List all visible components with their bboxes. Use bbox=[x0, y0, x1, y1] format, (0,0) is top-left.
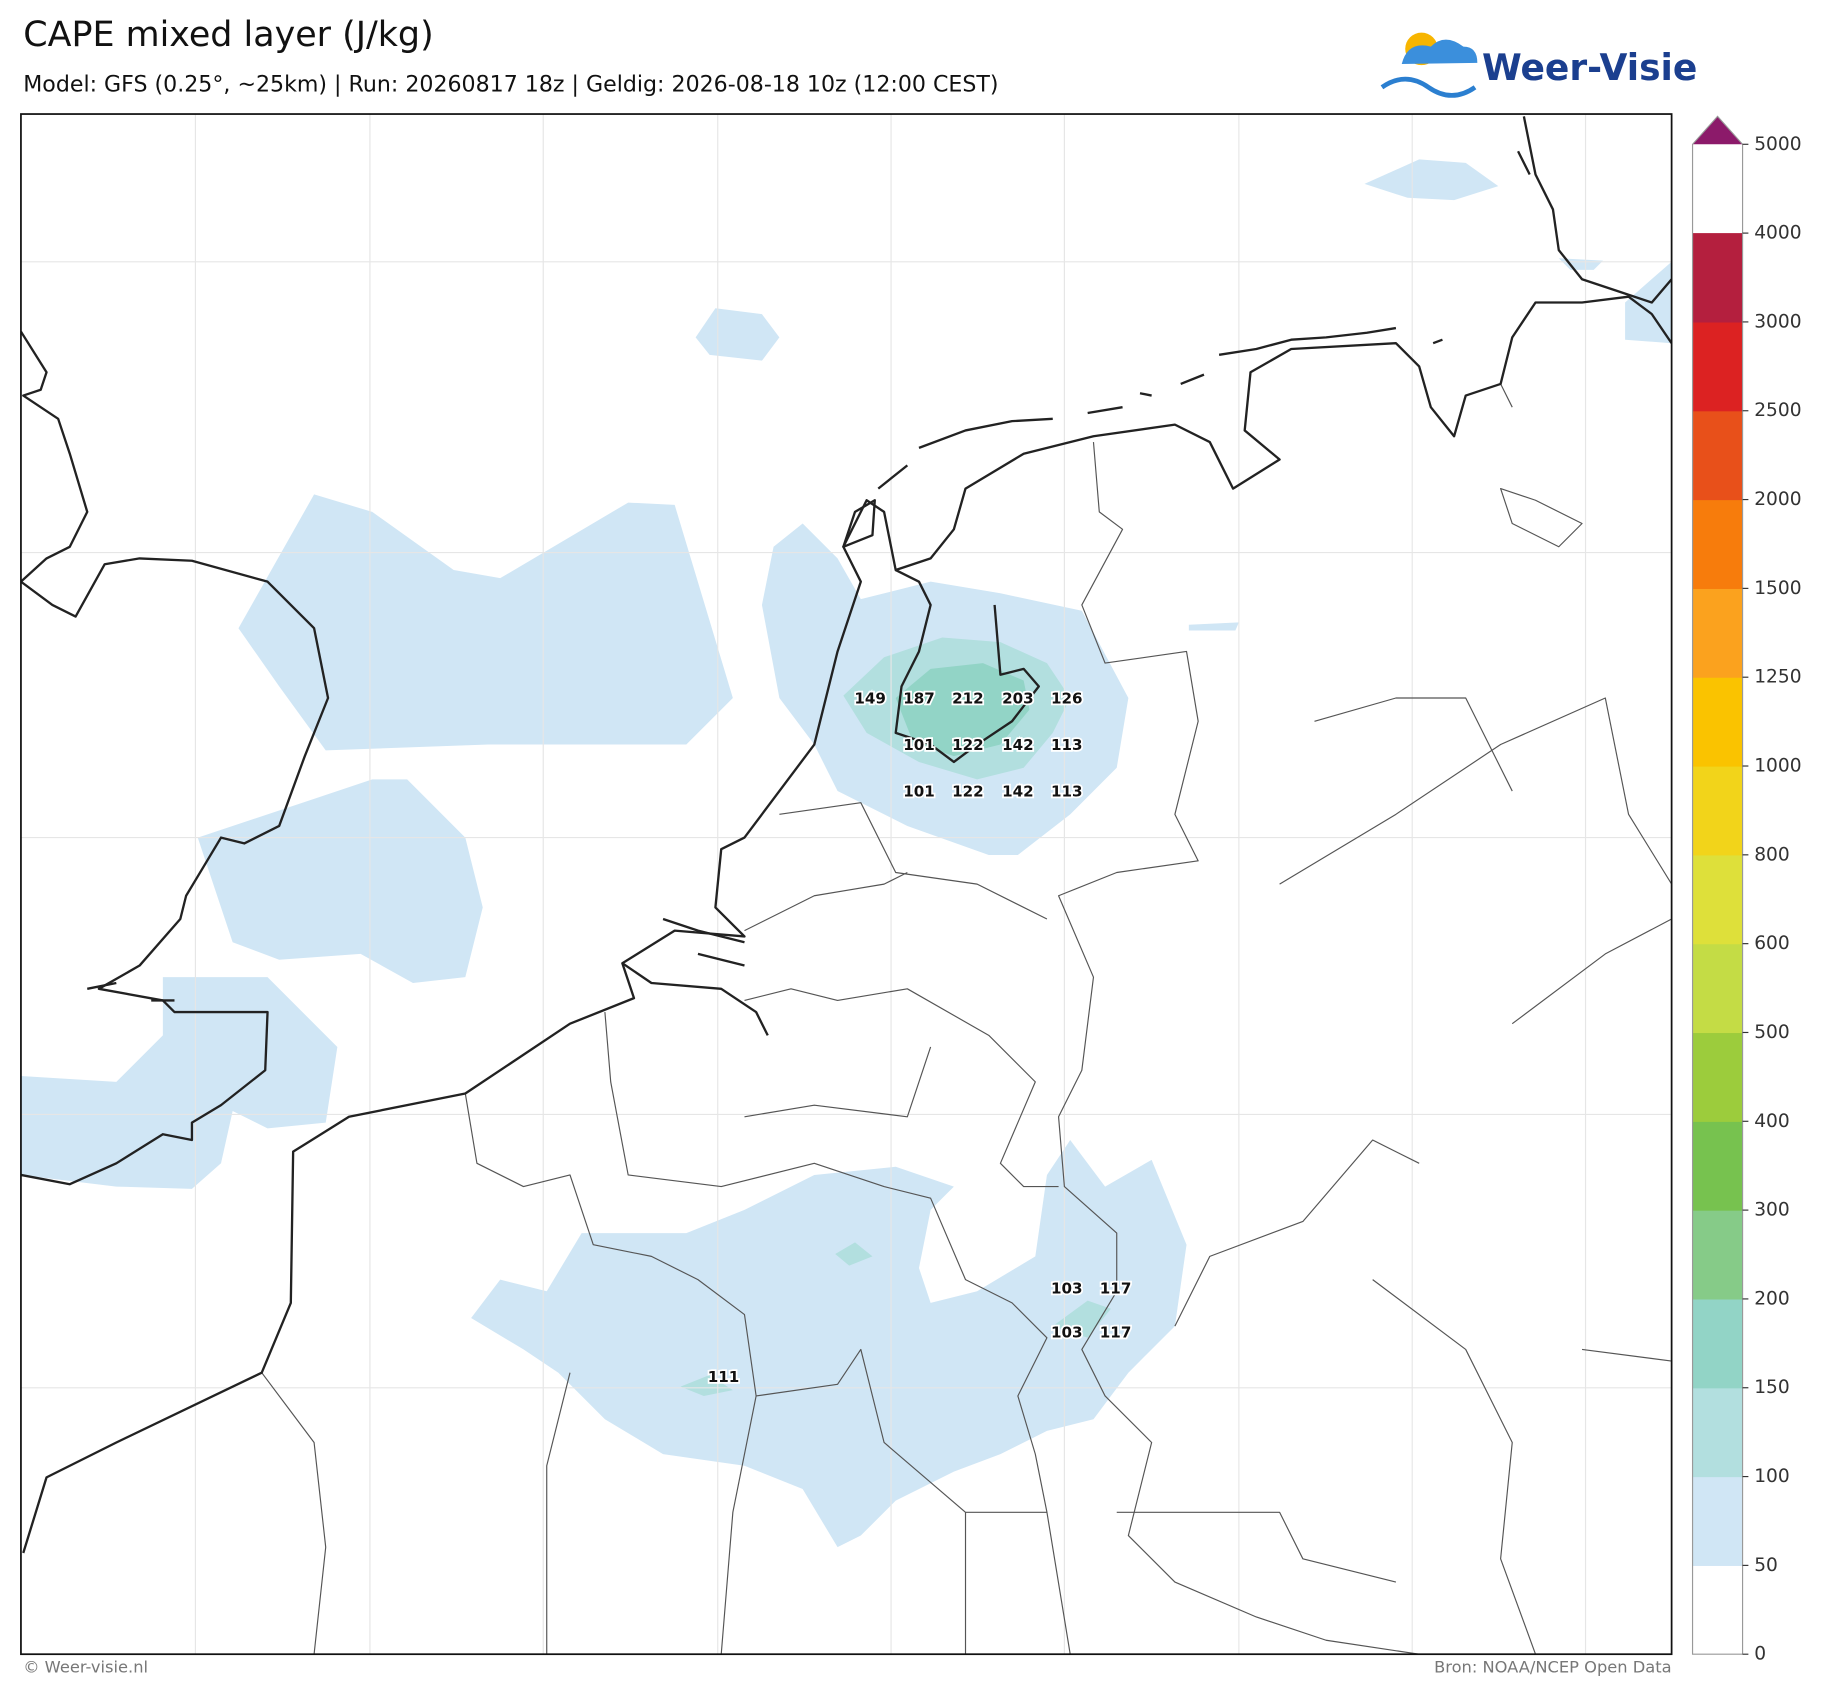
colorbar-segment bbox=[1692, 233, 1743, 323]
value-label: 122 bbox=[952, 783, 984, 801]
value-label: 103 bbox=[1051, 1279, 1083, 1297]
border bbox=[261, 697, 1672, 1655]
value-label: 113 bbox=[1051, 736, 1083, 754]
colorbar-tick-label: 1250 bbox=[1754, 667, 1801, 688]
cape-area bbox=[1188, 622, 1239, 631]
colorbar-segment bbox=[1692, 854, 1743, 945]
colorbar-tick-label: 800 bbox=[1754, 844, 1790, 865]
cape-area bbox=[1364, 159, 1499, 201]
value-label: 142 bbox=[1002, 783, 1034, 801]
subtitle: Model: GFS (0.25°, ~25km) | Run: 2026081… bbox=[23, 71, 998, 97]
map: 149 187 212 203 126 101 122 142 113 101 … bbox=[20, 114, 1672, 1655]
colorbar-tick-label: 2000 bbox=[1754, 489, 1801, 510]
border bbox=[464, 1093, 1048, 1513]
coastline bbox=[22, 295, 1672, 1554]
colorbar-segment bbox=[1692, 321, 1743, 412]
cape-area bbox=[20, 977, 338, 1189]
colorbar-segment bbox=[1692, 1476, 1743, 1566]
colorbar-tick-label: 5000 bbox=[1754, 134, 1801, 155]
colorbar-tick-label: 600 bbox=[1754, 933, 1790, 954]
colorbar-tick-label: 0 bbox=[1754, 1644, 1766, 1665]
border bbox=[604, 802, 1048, 1188]
value-label: 203 bbox=[1002, 690, 1034, 708]
value-labels: 149 187 212 203 126 101 122 142 113 101 … bbox=[706, 688, 1133, 1388]
logo-cloud bbox=[1401, 39, 1478, 65]
colorbar-tick-label: 3000 bbox=[1754, 311, 1801, 332]
cape-area bbox=[471, 1140, 1187, 1548]
colorbar-extend bbox=[1692, 116, 1743, 145]
borders bbox=[261, 383, 1672, 1655]
border bbox=[1116, 383, 1583, 1583]
colorbar-tick-label: 4000 bbox=[1754, 223, 1801, 244]
border bbox=[744, 988, 1059, 1188]
coastline bbox=[842, 326, 1443, 548]
cape-area bbox=[1052, 1300, 1111, 1338]
coastlines bbox=[20, 116, 1672, 1554]
colorbar-segment bbox=[1692, 410, 1743, 501]
coastline bbox=[20, 557, 330, 1186]
colorbar-outline bbox=[1691, 115, 1744, 1655]
value-label: 117 bbox=[1100, 1279, 1132, 1297]
value-label: 113 bbox=[1051, 783, 1083, 801]
colorbar-segment bbox=[1692, 1387, 1743, 1478]
colorbar-segment bbox=[1692, 1032, 1743, 1122]
value-label: 117 bbox=[1100, 1324, 1132, 1342]
value-label: 142 bbox=[1002, 736, 1034, 754]
colorbar-tick-label: 2500 bbox=[1754, 400, 1801, 421]
colorbar-segment bbox=[1692, 766, 1743, 856]
cape-area bbox=[680, 1375, 733, 1396]
colorbar-tick-label: 1000 bbox=[1754, 756, 1801, 777]
value-label: 101 bbox=[903, 736, 935, 754]
logo-text: Weer-Visie bbox=[1482, 47, 1697, 89]
colorbar-tick-label: 1500 bbox=[1754, 578, 1801, 599]
colorbar-segment bbox=[1692, 1121, 1743, 1211]
cape-area bbox=[238, 494, 733, 751]
value-label: 103 bbox=[1051, 1324, 1083, 1342]
copyright: © Weer-visie.nl bbox=[23, 1658, 148, 1677]
value-label: 101 bbox=[903, 783, 935, 801]
colorbar-segment bbox=[1692, 677, 1743, 767]
colorbar-segment bbox=[1692, 1210, 1743, 1300]
graticule bbox=[20, 114, 1672, 1655]
map-frame bbox=[20, 113, 1673, 1656]
colorbar-tick-label: 50 bbox=[1754, 1555, 1778, 1576]
colorbar-tick-label: 300 bbox=[1754, 1200, 1790, 1221]
logo: Weer-Visie bbox=[1380, 32, 1697, 98]
coastline bbox=[894, 569, 1040, 764]
colorbar-segment bbox=[1692, 943, 1743, 1034]
border bbox=[1057, 442, 1420, 1655]
colorbar-segment bbox=[1692, 1565, 1743, 1655]
colorbar-tick-label: 100 bbox=[1754, 1466, 1790, 1487]
colorbar-tick-label: 200 bbox=[1754, 1288, 1790, 1309]
value-label: 126 bbox=[1051, 690, 1083, 708]
colorbar: 0 50 100 150 200 300 400 500 600 800 1000 1250 1500 2… bbox=[1691, 115, 1802, 1665]
value-label: 149 bbox=[854, 690, 886, 708]
colorbar-segment bbox=[1692, 499, 1743, 589]
colorbar-tick-label: 400 bbox=[1754, 1111, 1790, 1132]
coastline bbox=[1517, 116, 1672, 304]
value-label: 111 bbox=[708, 1368, 740, 1386]
coastline bbox=[20, 330, 89, 583]
title: CAPE mixed layer (J/kg) bbox=[23, 15, 433, 55]
colorbar-tick-label: 150 bbox=[1754, 1377, 1790, 1398]
value-label: 122 bbox=[952, 736, 984, 754]
colorbar-segment bbox=[1692, 1298, 1743, 1389]
source: Bron: NOAA/NCEP Open Data bbox=[1434, 1658, 1672, 1677]
colorbar-segment bbox=[1692, 588, 1743, 678]
value-label: 187 bbox=[903, 690, 935, 708]
cape-area bbox=[695, 308, 780, 361]
cape-area bbox=[835, 1242, 873, 1266]
logo-wave bbox=[1380, 76, 1477, 98]
coastline bbox=[87, 917, 769, 1036]
cape-fields bbox=[20, 159, 1672, 1548]
colorbar-tick-label: 500 bbox=[1754, 1022, 1790, 1043]
value-label: 212 bbox=[952, 690, 984, 708]
